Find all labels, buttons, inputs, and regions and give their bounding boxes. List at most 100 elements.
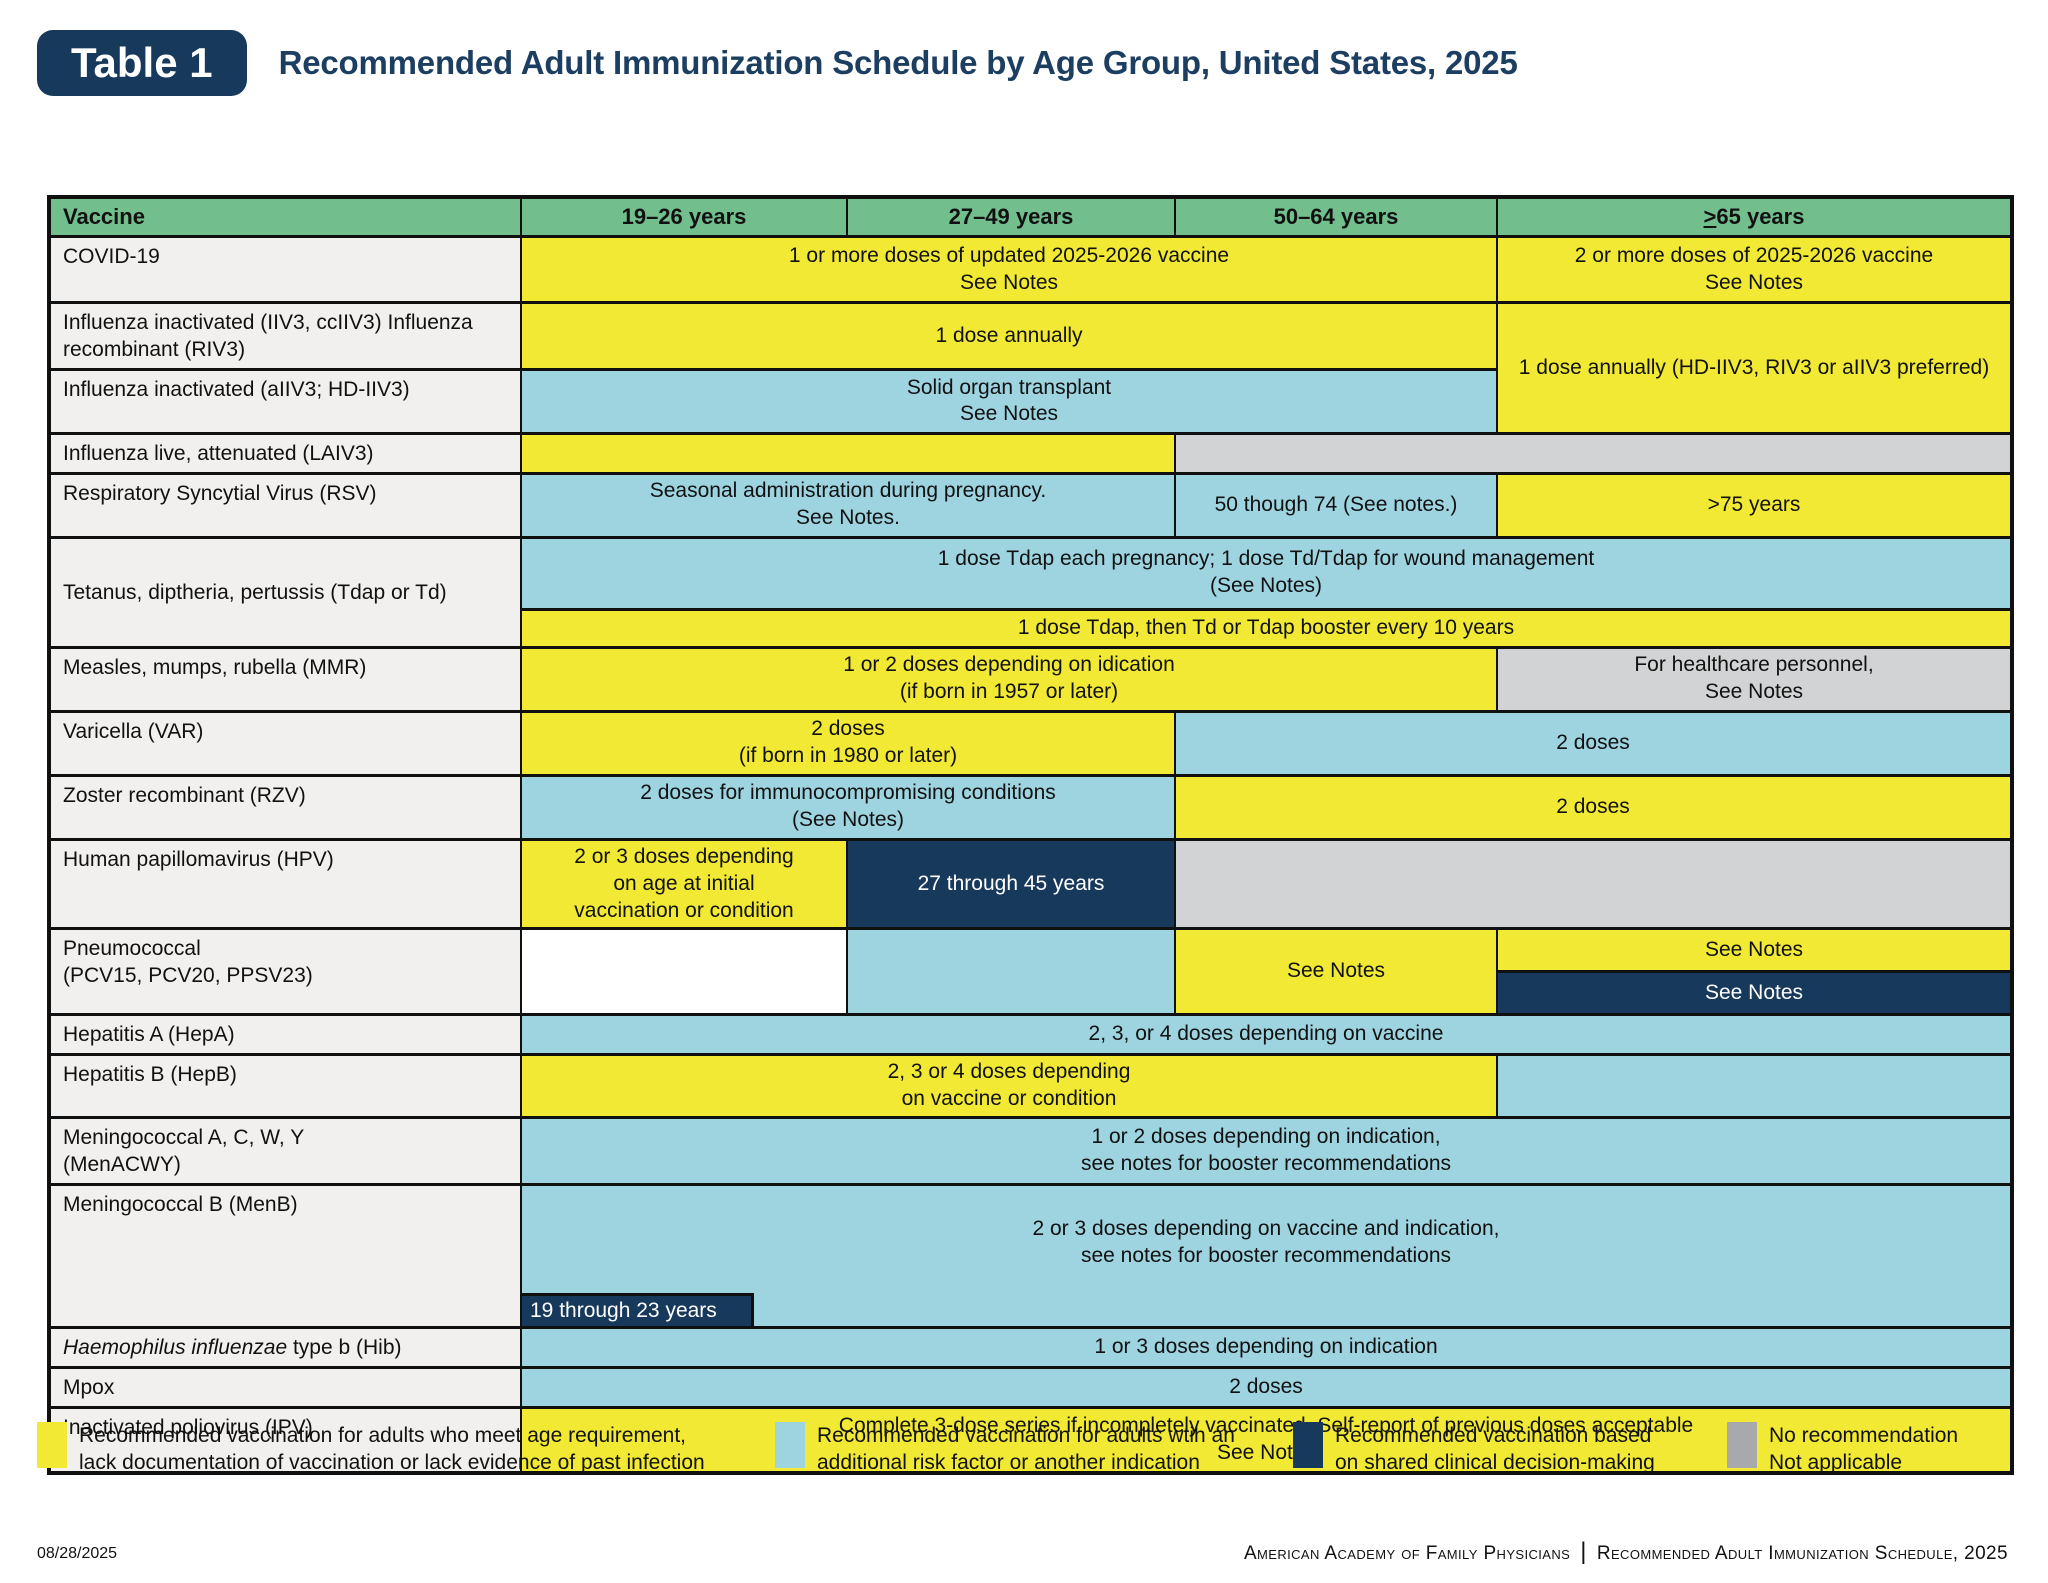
- vaccine-label-covid19: COVID-19: [48, 235, 522, 305]
- legend-item-age-recommended: Recommended vaccination for adults who m…: [37, 1422, 705, 1477]
- header-section: Table 1 Recommended Adult Immunization S…: [37, 30, 1518, 96]
- vaccine-label-hepb: Hepatitis B (HepB): [48, 1053, 522, 1120]
- row-hepb: Hepatitis B (HepB) 2, 3 or 4 doses depen…: [48, 1053, 2013, 1120]
- mmr-cell-19-64: 1 or 2 doses depending on idication (if …: [520, 645, 1498, 713]
- row-menacwy: Meningococcal A, C, W, Y (MenACWY) 1 or …: [48, 1116, 2013, 1186]
- menb-cell-all-ages: 2 or 3 doses depending on vaccine and in…: [520, 1182, 2013, 1330]
- row-tdap-bottom: 1 dose Tdap, then Td or Tdap booster eve…: [49, 608, 2013, 649]
- row-varicella: Varicella (VAR) 2 doses (if born in 1980…: [48, 709, 2013, 777]
- legend-item-risk-based: Recommended vaccination for adults wtih …: [775, 1422, 1235, 1477]
- row-hepa: Hepatitis A (HepA) 2, 3, or 4 doses depe…: [48, 1013, 2013, 1057]
- covid19-cell-19-64: 1 or more doses of updated 2025-2026 vac…: [520, 235, 1498, 305]
- footer-source: American Academy of Family Physicians | …: [1243, 1538, 2008, 1568]
- vaccine-label-influenza-aiiv3: Influenza inactivated (aIIV3; HD-IIV3): [48, 367, 522, 435]
- col-header-19-26: 19–26 years: [520, 195, 848, 239]
- pneumococcal-65plus-age-based: See Notes: [1499, 931, 2010, 974]
- yellow-swatch: [37, 1422, 67, 1468]
- tdap-cell-pregnancy: 1 dose Tdap each pregnancy; 1 dose Td/Td…: [520, 535, 2013, 611]
- menb-shared-decision-overlay: 19 through 23 years: [523, 1293, 754, 1325]
- rsv-cell-19-49: Seasonal administration during pregnancy…: [520, 471, 1176, 539]
- row-influenza-aiiv3: Influenza inactivated (aIIV3; HD-IIV3) S…: [48, 367, 2012, 435]
- zoster-cell-19-49: 2 doses for immunocompromising condition…: [520, 773, 1176, 841]
- varicella-cell-19-49: 2 doses (if born in 1980 or later): [520, 709, 1176, 777]
- vaccine-label-mmr: Measles, mumps, rubella (MMR): [48, 645, 522, 713]
- gray-swatch: [1727, 1422, 1757, 1468]
- hepb-cell-19-64: 2, 3 or 4 doses depending on vaccine or …: [520, 1053, 1498, 1120]
- mmr-cell-65plus: For healthcare personnel, See Notes: [1496, 645, 2013, 713]
- vaccine-label-hepa: Hepatitis A (HepA): [48, 1013, 522, 1057]
- zoster-cell-50-65plus: 2 doses: [1174, 773, 2013, 841]
- header-row: Vaccine 19–26 years 27–49 years 50–64 ye…: [48, 195, 2013, 239]
- row-zoster: Zoster recombinant (RZV) 2 doses for imm…: [48, 773, 2013, 841]
- row-mmr: Measles, mumps, rubella (MMR) 1 or 2 dos…: [48, 645, 2013, 713]
- vaccine-label-laiv3: Influenza live, attenuated (LAIV3): [48, 431, 522, 475]
- mpox-cell-all-ages: 2 doses: [520, 1366, 2013, 1409]
- col-header-50-64: 50–64 years: [1174, 195, 1498, 239]
- legend-item-no-recommendation: No recommendation Not applicable: [1727, 1422, 1958, 1477]
- geq-symbol: >: [1703, 204, 1717, 229]
- pneumococcal-65plus-shared-decision: See Notes: [1499, 973, 2010, 1012]
- page-title: Recommended Adult Immunization Schedule …: [278, 44, 1518, 81]
- menb-cell-text: 2 or 3 doses depending on vaccine and in…: [1032, 1216, 1500, 1267]
- row-ipv: Inactivated poliovirus (IPV) Complete 3-…: [48, 1405, 2013, 1475]
- rsv-cell-50-64: 50 though 74 (See notes.): [1174, 471, 1498, 539]
- row-mpox: Mpox 2 doses: [48, 1366, 2013, 1409]
- row-laiv3: Influenza live, attenuated (LAIV3): [48, 431, 2013, 475]
- vaccine-label-ipv: Inactivated poliovirus (IPV): [48, 1405, 522, 1475]
- influenza-cell-65plus: 1 dose annually (HD-IIV3, RIV3 or aIIV3 …: [1496, 301, 2013, 435]
- vaccine-label-pneumococcal: Pneumococcal (PCV15, PCV20, PPSV23): [48, 927, 522, 1017]
- col-header-27-49: 27–49 years: [846, 195, 1176, 239]
- hepb-cell-65plus: [1496, 1053, 2013, 1120]
- legend-item-shared-decision: Recommended vaccination based on shared …: [1293, 1422, 1655, 1477]
- vaccine-label-hpv: Human papillomavirus (HPV): [48, 837, 522, 931]
- pneumococcal-cell-27-49: [846, 927, 1176, 1017]
- vaccine-label-mpox: Mpox: [48, 1366, 522, 1409]
- navy-swatch: [1293, 1422, 1323, 1468]
- vaccine-label-varicella: Varicella (VAR): [48, 709, 522, 777]
- row-influenza-iiv3: Influenza inactivated (IIV3, ccIIV3) Inf…: [48, 301, 2013, 435]
- vaccine-label-rsv: Respiratory Syncytial Virus (RSV): [48, 471, 522, 539]
- hepa-cell-all-ages: 2, 3, or 4 doses depending on vaccine: [520, 1013, 2013, 1057]
- legend: Recommended vaccination for adults who m…: [37, 1422, 2012, 1502]
- table1-badge: Table 1: [37, 30, 247, 96]
- footer: 08/28/2025 American Academy of Family Ph…: [37, 1538, 2008, 1568]
- immunization-table-wrapper: Vaccine 19–26 years 27–49 years 50–64 ye…: [47, 195, 2014, 1476]
- tdap-cell-booster: 1 dose Tdap, then Td or Tdap booster eve…: [520, 608, 2013, 649]
- varicella-cell-50-65plus: 2 doses: [1174, 709, 2013, 777]
- vaccine-label-menb: Meningococcal B (MenB): [48, 1182, 522, 1330]
- hpv-cell-27-49: 27 through 45 years: [846, 837, 1176, 931]
- vaccine-label-influenza-iiv3: Influenza inactivated (IIV3, ccIIV3) Inf…: [48, 301, 522, 371]
- pneumococcal-cell-50-64: See Notes: [1174, 927, 1498, 1017]
- influenza-iiv3-cell-19-64: 1 dose annually: [520, 301, 1498, 371]
- col-header-65plus: >65 years: [1496, 195, 2013, 239]
- row-hib: Haemophilus influenzae type b (Hib) 1 or…: [48, 1326, 2013, 1370]
- pneumococcal-65plus-split: See Notes See Notes: [1499, 931, 2010, 1012]
- vaccine-label-menacwy: Meningococcal A, C, W, Y (MenACWY): [48, 1116, 522, 1186]
- footer-date: 08/28/2025: [37, 1545, 118, 1562]
- laiv3-cell-19-49: [520, 431, 1176, 475]
- hpv-cell-19-26: 2 or 3 doses depending on age at initial…: [520, 837, 848, 931]
- blue-swatch: [775, 1422, 805, 1468]
- pneumococcal-cell-65plus: See Notes See Notes: [1496, 927, 2013, 1017]
- row-tdap-top: Tetanus, diptheria, pertussis (Tdap or T…: [48, 535, 2013, 649]
- row-covid19: COVID-19 1 or more doses of updated 2025…: [48, 235, 2013, 305]
- laiv3-cell-50-65plus: [1174, 431, 2013, 475]
- row-menb: Meningococcal B (MenB) 2 or 3 doses depe…: [48, 1182, 2013, 1330]
- covid19-cell-65plus: 2 or more doses of 2025-2026 vaccine See…: [1496, 235, 2013, 305]
- hpv-cell-50-65plus: [1174, 837, 2013, 931]
- vaccine-label-hib: Haemophilus influenzae type b (Hib): [48, 1326, 522, 1370]
- row-hpv: Human papillomavirus (HPV) 2 or 3 doses …: [48, 837, 2013, 931]
- footer-org: American Academy of Family Physicians: [1243, 1543, 1571, 1564]
- immunization-table: Vaccine 19–26 years 27–49 years 50–64 ye…: [47, 195, 2014, 1476]
- ipv-cell-all-ages: Complete 3-dose series if incompletely v…: [520, 1405, 2013, 1475]
- pneumococcal-cell-19-26: [520, 927, 848, 1017]
- row-rsv: Respiratory Syncytial Virus (RSV) Season…: [48, 471, 2013, 539]
- row-pneumococcal: Pneumococcal (PCV15, PCV20, PPSV23) See …: [48, 927, 2013, 1017]
- footer-separator: |: [1580, 1538, 1587, 1565]
- menacwy-cell-all-ages: 1 or 2 doses depending on indication, se…: [520, 1116, 2013, 1186]
- vaccine-label-tdap: Tetanus, diptheria, pertussis (Tdap or T…: [48, 535, 522, 649]
- hib-cell-all-ages: 1 or 3 doses depending on indication: [520, 1326, 2013, 1370]
- rsv-cell-65plus: >75 years: [1496, 471, 2013, 539]
- col-header-vaccine: Vaccine: [48, 195, 522, 239]
